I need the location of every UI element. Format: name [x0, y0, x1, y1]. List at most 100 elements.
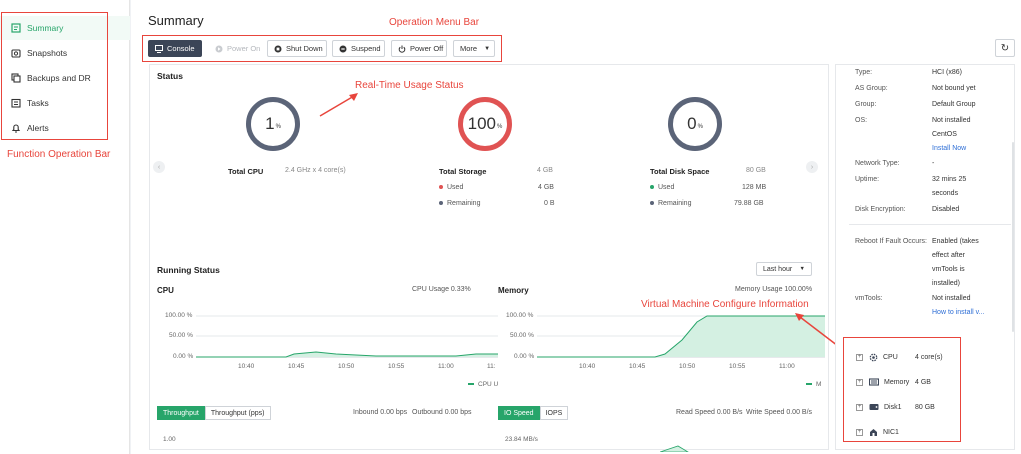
backup-icon: [11, 73, 21, 83]
cpu-usage-text: CPU Usage 0.33%: [412, 286, 471, 293]
expand-icon[interactable]: +: [856, 403, 863, 411]
sidebar-item-label: Alerts: [27, 123, 49, 133]
refresh-icon: ↻: [1000, 42, 1010, 54]
vm-info-panel: [835, 64, 1015, 450]
nic-icon: [869, 428, 878, 437]
status-title: Status: [157, 71, 183, 81]
disk-remaining-label: Remaining: [658, 200, 692, 207]
info-value: Disabled: [932, 206, 960, 213]
storage-gauge-unit: %: [497, 123, 503, 130]
sidebar-item-label: Snapshots: [27, 48, 68, 58]
sidebar-item-backups[interactable]: Backups and DR: [0, 66, 130, 90]
hw-value: 4 GB: [915, 378, 931, 386]
disk-gauge: 0%: [668, 97, 722, 151]
legend-swatch: [806, 383, 812, 386]
function-bar-highlight: [1, 12, 108, 140]
console-button[interactable]: Console: [148, 40, 202, 57]
hw-row-nic[interactable]: + NIC1: [856, 426, 899, 438]
info-value: CentOS: [932, 131, 957, 138]
info-scrollbar[interactable]: [1012, 142, 1014, 332]
memory-usage-text: Memory Usage 100.00%: [735, 286, 813, 293]
running-status-title: Running Status: [157, 265, 220, 275]
storage-label: Total Storage: [439, 167, 487, 176]
hw-value: 4 core(s): [915, 353, 943, 361]
info-key: Group:: [855, 101, 877, 108]
pause-icon: [339, 45, 347, 53]
vm-config-arrow: [795, 313, 839, 347]
hw-row-cpu[interactable]: + CPU 4 core(s): [856, 351, 943, 363]
more-dropdown[interactable]: More ▼: [453, 40, 495, 57]
install-now-link[interactable]: Install Now: [932, 145, 967, 152]
hw-name: NIC1: [883, 428, 899, 436]
cpu-usage-chart: [196, 315, 498, 358]
more-label: More: [460, 44, 478, 53]
tab-throughput-pps[interactable]: Throughput (pps): [204, 406, 271, 420]
info-value: HCI (x86): [932, 69, 962, 76]
memory-icon: [869, 378, 879, 386]
info-key: Disk Encryption:: [855, 206, 906, 213]
sidebar-item-snapshots[interactable]: Snapshots: [0, 41, 130, 65]
network-y-top: 1.00: [163, 436, 176, 443]
info-value: Not installed: [932, 117, 971, 124]
cpu-detail: 2.4 GHz x 4 core(s): [285, 167, 346, 174]
cpu-y-tick: 50.00 %: [169, 332, 193, 339]
storage-used-label: Used: [447, 184, 464, 191]
cpu-x-tick: 10:55: [388, 363, 405, 370]
sidebar-item-alerts[interactable]: Alerts: [0, 116, 130, 140]
sidebar-item-tasks[interactable]: Tasks: [0, 91, 130, 115]
camera-icon: [11, 48, 21, 58]
power-on-button[interactable]: Power On: [208, 40, 262, 57]
power-off-button[interactable]: Power Off: [391, 40, 447, 57]
remaining-dot: [439, 201, 443, 206]
tab-iops[interactable]: IOPS: [539, 406, 569, 420]
hw-value: 80 GB: [915, 403, 935, 411]
cpu-legend: CPU U: [468, 381, 498, 388]
power-off-label: Power Off: [410, 44, 444, 53]
cpu-chart-title: CPU: [157, 286, 174, 295]
storage-gauge: 100%: [458, 97, 512, 151]
info-key: Uptime:: [855, 176, 880, 183]
info-value: seconds: [932, 190, 959, 197]
shut-down-label: Shut Down: [286, 44, 323, 53]
expand-icon[interactable]: +: [856, 428, 863, 436]
hw-row-disk[interactable]: + Disk1 80 GB: [856, 401, 935, 413]
info-key: Reboot If Fault Occurs:: [855, 238, 927, 245]
io-chart-peak: [660, 445, 689, 452]
hw-name: Disk1: [884, 403, 902, 411]
tasks-icon: [11, 98, 21, 108]
vm-config-annotation: Virtual Machine Configure Information: [641, 299, 809, 310]
shut-down-button[interactable]: Shut Down: [267, 40, 327, 57]
expand-icon[interactable]: +: [856, 378, 863, 386]
hw-row-memory[interactable]: + Memory 4 GB: [856, 376, 931, 388]
suspend-button[interactable]: Suspend: [332, 40, 385, 57]
carousel-prev-button[interactable]: ‹: [153, 161, 165, 173]
summary-icon: [11, 23, 21, 33]
tab-io-speed[interactable]: IO Speed: [498, 406, 540, 420]
disk-used: 128 MB: [742, 184, 767, 191]
disk-label: Total Disk Space: [650, 167, 710, 176]
bell-icon: [11, 123, 21, 133]
memory-y-tick: 50.00 %: [510, 332, 534, 339]
expand-icon[interactable]: +: [856, 353, 863, 361]
refresh-button[interactable]: ↻: [995, 39, 1015, 57]
install-vmtools-link[interactable]: How to install v...: [932, 309, 985, 316]
used-dot: [650, 185, 654, 190]
tab-throughput[interactable]: Throughput: [157, 406, 205, 420]
realtime-annotation: Real-Time Usage Status: [355, 80, 464, 91]
storage-remaining-label: Remaining: [447, 200, 481, 207]
memory-chart-title: Memory: [498, 286, 529, 295]
page-title: Summary: [148, 13, 204, 28]
carousel-next-button[interactable]: ›: [806, 161, 818, 173]
info-divider: [849, 224, 1011, 225]
memory-x-tick: 11:00: [779, 363, 795, 370]
disk-icon: [869, 403, 879, 411]
sidebar-item-label: Backups and DR: [27, 73, 91, 83]
memory-legend-label: M: [816, 381, 822, 388]
time-range-dropdown[interactable]: Last hour ▼: [756, 262, 812, 276]
storage-remaining: 0 B: [544, 200, 555, 207]
cpu-x-tick: 10:45: [288, 363, 305, 370]
cpu-x-tick: 11:: [487, 363, 496, 370]
storage-remaining-row: Remaining: [439, 200, 480, 207]
hw-name: Memory: [884, 378, 910, 386]
sidebar-item-summary[interactable]: Summary: [0, 16, 130, 40]
